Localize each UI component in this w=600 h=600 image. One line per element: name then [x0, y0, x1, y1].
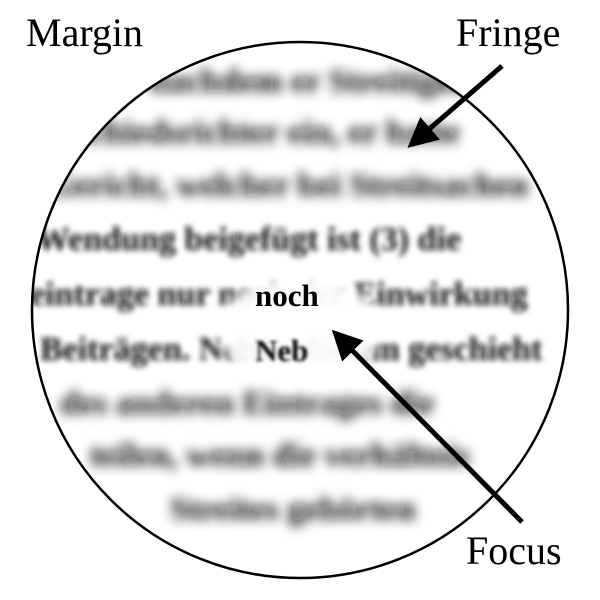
blurred-line: teilen, wenn die verhältnis — [90, 437, 470, 474]
focus-word-noch: noch — [255, 278, 319, 313]
focus-label: Focus — [466, 528, 562, 573]
blurred-line: des anderen Eintrages die — [60, 385, 434, 422]
lens-circle — [30, 40, 570, 580]
margin-label: Margin — [26, 10, 143, 55]
blurred-text-field: nachdem er Streitigkeiten Schiedsrichter… — [32, 63, 543, 528]
blurred-line: Gericht, welcher bei Streitsachen — [48, 167, 528, 204]
focus-word-neben: Neb — [255, 333, 308, 368]
blurred-line: Streites gehörten — [170, 491, 416, 528]
focus-arrow — [331, 329, 524, 524]
fringe-label: Fringe — [456, 10, 560, 55]
fringe-arrow — [407, 64, 504, 148]
blurred-line: Schiedsrichter ein, er hatte — [70, 114, 460, 151]
blurred-line: Wendung beigefügt ist (3) die — [36, 221, 461, 258]
